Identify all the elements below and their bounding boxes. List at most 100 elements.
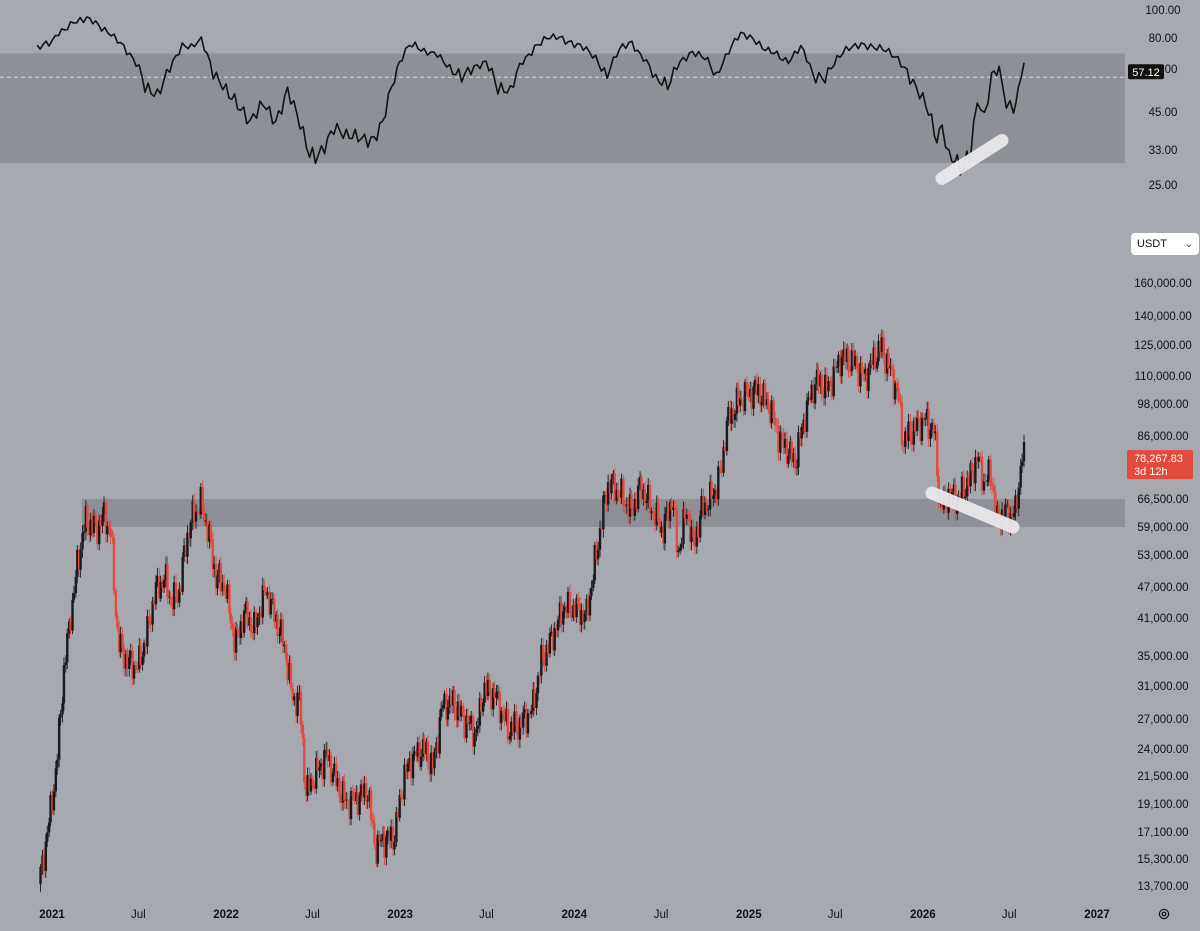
candle-body [934, 431, 937, 434]
candle [572, 598, 575, 622]
candle [239, 614, 243, 645]
candle [254, 608, 258, 635]
candle-body [548, 633, 552, 654]
candle [837, 351, 840, 373]
candle [827, 376, 830, 398]
candle [425, 737, 428, 761]
candle [860, 355, 864, 381]
candle-body [369, 790, 373, 820]
candle [144, 637, 148, 654]
candle [376, 830, 379, 868]
candle [319, 758, 323, 776]
candle [712, 488, 715, 507]
candle-body [847, 348, 850, 371]
candle [630, 489, 633, 515]
candle [800, 423, 803, 447]
candle [605, 488, 608, 513]
candle [375, 837, 378, 868]
candle [862, 366, 865, 382]
candle-body [924, 418, 927, 420]
candle [86, 502, 89, 536]
candle [333, 756, 336, 777]
candle-body [451, 690, 455, 706]
candle-body [727, 407, 730, 421]
candle-body [590, 587, 593, 596]
candle-body [418, 742, 421, 767]
candle [880, 329, 884, 359]
candle [69, 615, 72, 636]
candle [451, 685, 455, 714]
candle [752, 382, 755, 417]
candle [503, 706, 506, 727]
candle-body [77, 549, 81, 570]
candle-body [646, 484, 650, 501]
candle [555, 624, 558, 637]
candle-body [763, 383, 767, 406]
candle [532, 682, 535, 717]
candle-body [323, 750, 326, 780]
candle-body [214, 564, 218, 589]
candle-body [231, 623, 234, 630]
candle-body [346, 799, 349, 802]
candle [613, 468, 617, 505]
candle-body [837, 354, 840, 367]
candle [119, 626, 122, 658]
candle [192, 493, 196, 530]
candle [757, 376, 760, 404]
candle-body [872, 347, 875, 366]
candle [882, 330, 886, 364]
candle [419, 748, 423, 771]
candle-body [703, 502, 707, 516]
candle-body [989, 459, 992, 484]
candle [132, 661, 136, 685]
candle-body [588, 595, 592, 616]
gear-icon[interactable] [1157, 907, 1171, 921]
currency-selector[interactable]: USDT ⌄ [1131, 233, 1199, 255]
candle-body [82, 531, 86, 534]
candle [668, 499, 672, 529]
candle [91, 512, 94, 539]
candle-body [822, 393, 825, 399]
candle-body [122, 647, 126, 669]
candle-body [810, 384, 813, 400]
candle [797, 425, 800, 475]
candle-body [393, 842, 396, 850]
candle-body [188, 532, 191, 539]
candle-body [116, 616, 119, 629]
candle-body [889, 365, 892, 369]
candle [214, 556, 218, 596]
candle-body [495, 692, 498, 698]
candle [259, 605, 263, 625]
candle [967, 472, 970, 493]
candle-body [566, 591, 570, 613]
candle [977, 452, 980, 469]
candle-body [44, 841, 47, 872]
candle [475, 720, 478, 742]
candle-body [882, 337, 886, 357]
candle-body [578, 603, 582, 625]
candle [772, 396, 775, 425]
candle [168, 590, 171, 605]
candle-body [496, 691, 500, 693]
candle [845, 343, 849, 370]
candle-body [598, 528, 602, 550]
candle [835, 360, 839, 374]
candle-body [491, 688, 495, 710]
candle-body [986, 480, 989, 482]
candle [979, 452, 982, 463]
price-y-tick: 15,300.00 [1137, 854, 1188, 866]
candle [742, 394, 745, 416]
candle-body [626, 504, 630, 517]
candle [224, 585, 228, 603]
candle [653, 507, 657, 532]
candle [201, 480, 204, 515]
candle [755, 373, 759, 404]
candle [82, 524, 86, 542]
candle-body [339, 796, 343, 803]
candle [152, 596, 156, 611]
x-tick: 2023 [387, 909, 413, 921]
candle [620, 473, 623, 505]
candle-body [192, 500, 196, 522]
candle [867, 362, 870, 399]
candle [542, 637, 545, 667]
